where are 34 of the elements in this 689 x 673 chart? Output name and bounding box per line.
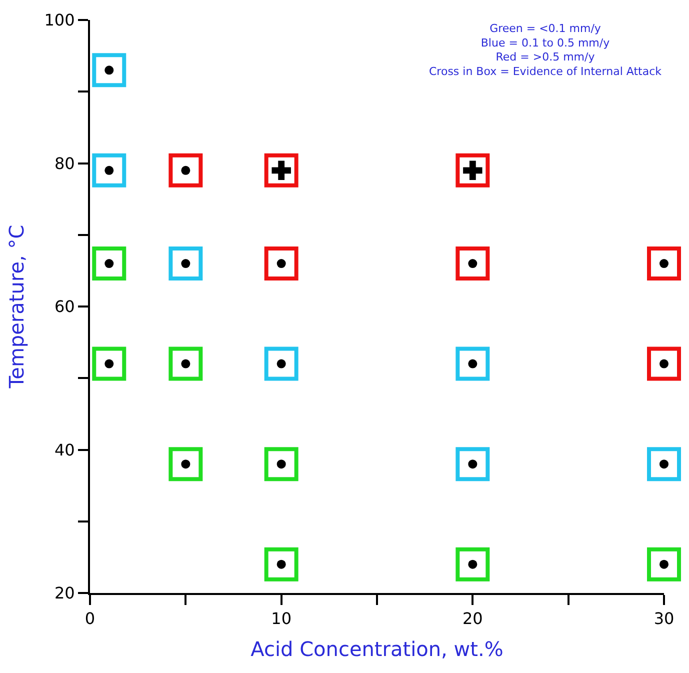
y-tick-label: 20 — [54, 584, 75, 603]
point — [92, 53, 126, 88]
point — [168, 447, 203, 482]
point — [264, 246, 298, 281]
y-tick-label: 80 — [54, 154, 75, 173]
point — [647, 346, 681, 381]
point — [456, 447, 490, 482]
point — [647, 447, 681, 482]
point — [92, 246, 126, 281]
point — [92, 153, 126, 188]
x-tick-label: 30 — [654, 609, 674, 628]
point — [264, 547, 298, 582]
point — [168, 153, 203, 188]
point — [647, 246, 681, 281]
point — [168, 246, 203, 281]
point — [456, 246, 490, 281]
y-tick-label: 40 — [54, 440, 75, 460]
y-tick-label: 100 — [44, 10, 75, 30]
point — [456, 346, 490, 381]
x-tick-label: 10 — [271, 609, 292, 628]
y-axis-title: Temperature, °C — [4, 224, 28, 390]
point — [264, 346, 298, 381]
point — [456, 547, 490, 582]
x-tick-label: 20 — [462, 609, 483, 628]
annotation: Green = <0.1 mm/y Blue = 0.1 to 0.5 mm/y Red = >0.5 mm/y Cross in Box = Evidence of Internal Attack — [429, 22, 662, 78]
y-tick-label: 60 — [54, 297, 75, 316]
point — [647, 547, 681, 582]
point — [92, 346, 126, 381]
point — [456, 153, 490, 188]
x-axis-title: Acid Concentration, wt.% — [250, 637, 504, 662]
x-tick-label: 0 — [84, 609, 96, 628]
point — [264, 447, 298, 482]
point — [168, 346, 203, 381]
point — [264, 153, 298, 188]
